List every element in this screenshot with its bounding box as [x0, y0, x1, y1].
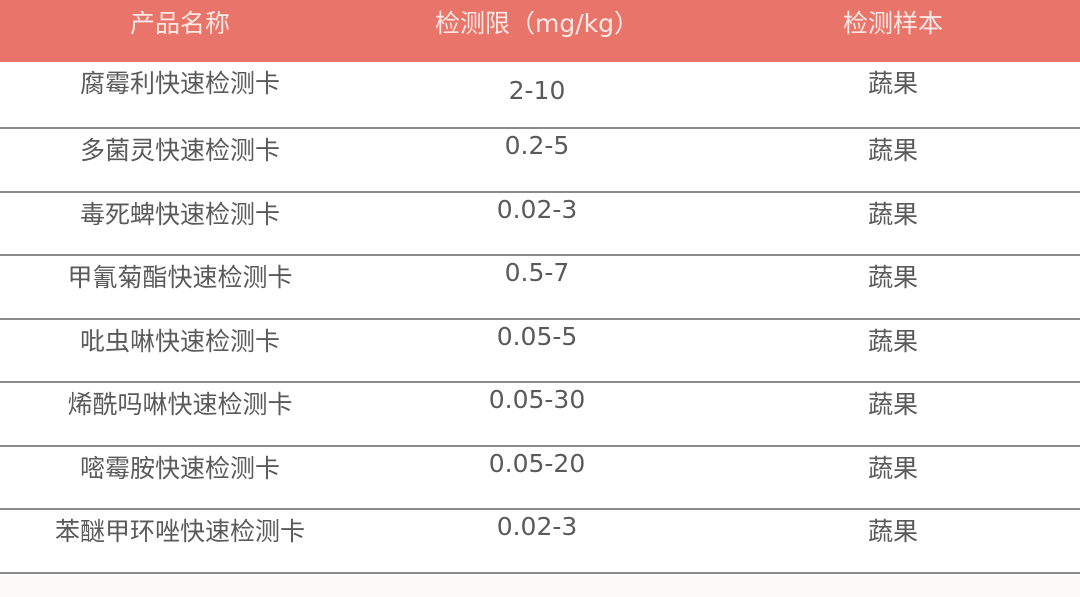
cell-product-name: 烯酰吗啉快速检测卡	[67, 390, 293, 419]
cell-sample: 蔬果	[867, 327, 919, 356]
table-row: 烯酰吗啉快速检测卡 0.05-30 蔬果	[0, 383, 1080, 447]
cell-product-name: 苯醚甲环唑快速检测卡	[54, 517, 306, 546]
cell-sample: 蔬果	[867, 454, 919, 483]
cell-detection-limit: 2-10	[508, 76, 566, 105]
cell-sample: 蔬果	[867, 136, 919, 165]
cell-sample: 蔬果	[867, 390, 919, 419]
cell-product-name: 多菌灵快速检测卡	[79, 136, 281, 165]
table-header: 产品名称 检测限（mg/kg） 检测样本	[0, 0, 1080, 62]
cell-detection-limit: 0.02-3	[496, 195, 578, 224]
cell-detection-limit: 0.05-30	[488, 385, 586, 414]
cell-sample: 蔬果	[867, 517, 919, 546]
cell-detection-limit: 0.05-20	[488, 449, 586, 478]
cell-product-name: 嘧霉胺快速检测卡	[79, 454, 281, 483]
table-row: 甲氰菊酯快速检测卡 0.5-7 蔬果	[0, 256, 1080, 320]
header-product-name: 产品名称	[129, 9, 231, 38]
cell-detection-limit: 0.5-7	[504, 258, 570, 287]
cell-sample: 蔬果	[867, 200, 919, 229]
header-sample: 检测样本	[842, 9, 944, 38]
table-row: 苯醚甲环唑快速检测卡 0.02-3 蔬果	[0, 510, 1080, 574]
cell-sample: 蔬果	[867, 263, 919, 292]
cell-product-name: 腐霉利快速检测卡	[79, 69, 281, 98]
header-detection-limit: 检测限（mg/kg）	[435, 9, 639, 38]
cell-product-name: 毒死蜱快速检测卡	[79, 200, 281, 229]
cell-detection-limit: 0.02-3	[496, 512, 578, 541]
cell-detection-limit: 0.05-5	[496, 322, 578, 351]
cell-product-name: 吡虫啉快速检测卡	[79, 327, 281, 356]
cell-sample: 蔬果	[867, 69, 919, 98]
table-row: 嘧霉胺快速检测卡 0.05-20 蔬果	[0, 447, 1080, 510]
table-row: 多菌灵快速检测卡 0.2-5 蔬果	[0, 129, 1080, 193]
table-row: 毒死蜱快速检测卡 0.02-3 蔬果	[0, 193, 1080, 256]
table-footer-space	[0, 576, 1080, 597]
cell-product-name: 甲氰菊酯快速检测卡	[67, 263, 293, 292]
cell-detection-limit: 0.2-5	[504, 131, 570, 160]
table-row: 吡虫啉快速检测卡 0.05-5 蔬果	[0, 320, 1080, 383]
table-row: 腐霉利快速检测卡 2-10 蔬果	[0, 62, 1080, 129]
